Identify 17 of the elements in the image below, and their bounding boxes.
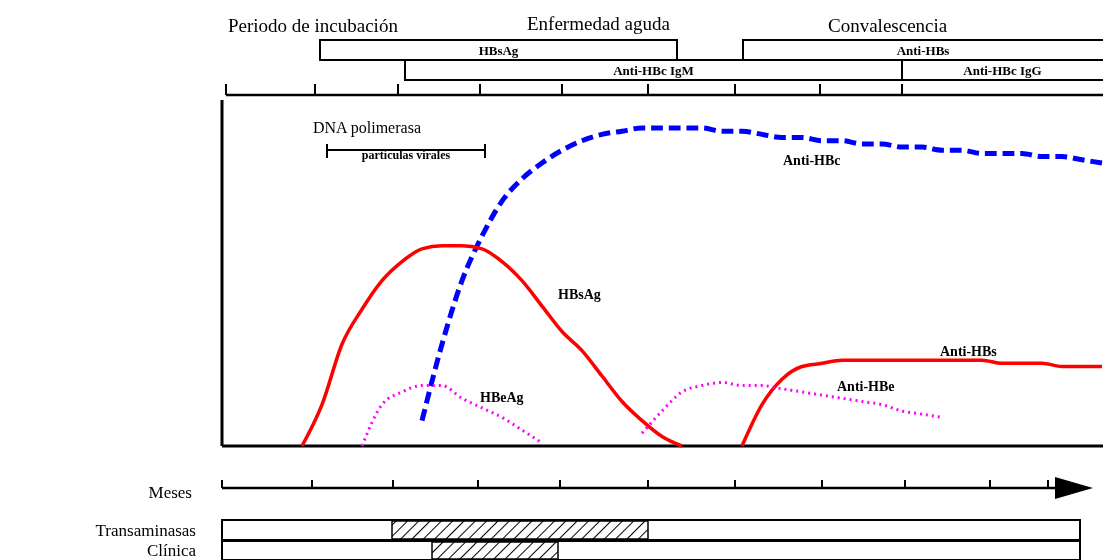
text: Anti-HBc IgM [613, 63, 694, 78]
text: Transaminasas [95, 521, 196, 540]
text: Meses [148, 483, 192, 502]
series-label: HBsAg [558, 287, 601, 302]
series-label: Anti-HBe [837, 379, 895, 394]
text: Clínica [146, 541, 197, 560]
annotation: partículas virales [361, 148, 451, 162]
annotation: DNA polimerasa [313, 119, 421, 137]
text: Anti-HBc IgG [963, 63, 1042, 78]
text: Convalescencia [828, 15, 948, 36]
series-label: HBeAg [480, 390, 524, 405]
text: HBsAg [478, 43, 519, 58]
text: Enfermedad aguda [527, 13, 671, 34]
series-label: Anti-HBs [940, 344, 998, 359]
series-label: Anti-HBc [783, 153, 841, 168]
text: Anti-HBs [896, 43, 950, 58]
text: Periodo de incubación [228, 15, 399, 36]
